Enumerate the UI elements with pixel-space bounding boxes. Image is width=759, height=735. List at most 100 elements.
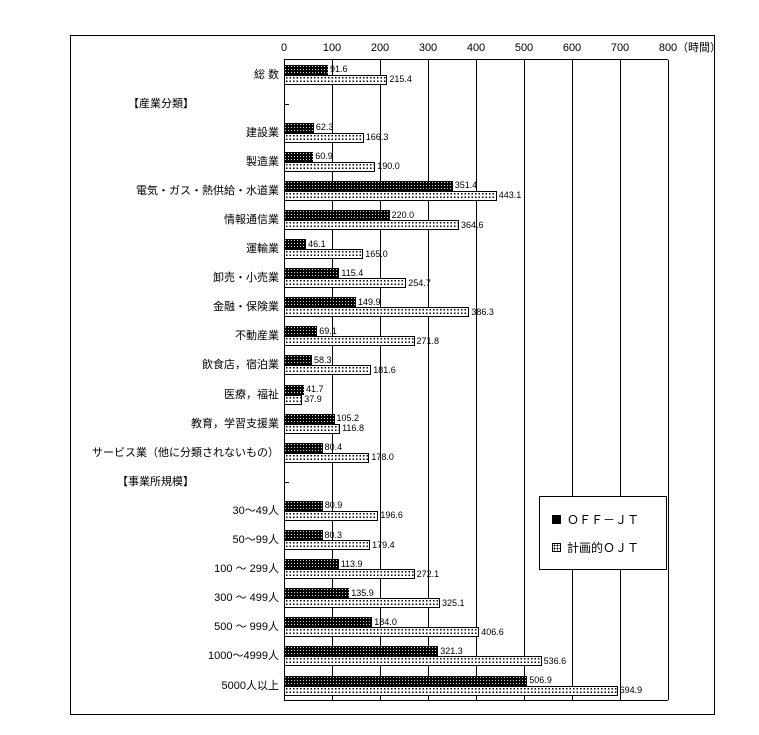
offjt-bar-line: 62.3 xyxy=(284,122,388,133)
bar-pair: 113.9 272.1 xyxy=(284,559,439,580)
value-label: 149.9 xyxy=(358,296,381,307)
value-label: 179.4 xyxy=(372,539,395,550)
category-row: 情報通信業 220.0 364.6 xyxy=(224,205,668,234)
offjt-bar-line: 91.6 xyxy=(284,64,412,75)
offjt-bar xyxy=(284,413,335,424)
offjt-bar-line: 115.4 xyxy=(284,268,431,279)
offjt-bar xyxy=(284,530,323,541)
offjt-bar xyxy=(284,646,439,657)
category-label: 1000～4999人 xyxy=(208,650,279,663)
value-label: 166.3 xyxy=(365,132,389,143)
value-label: 135.9 xyxy=(351,587,374,598)
category-label: 建設業 xyxy=(246,126,279,139)
legend: ＯＦＦ－ＪＴ 計画的ＯＪＴ xyxy=(539,496,667,570)
category-label: 製造業 xyxy=(246,155,279,168)
x-tick-label: 400 xyxy=(466,42,486,54)
x-tick-label: 200 xyxy=(370,42,390,54)
category-label: 不動産業 xyxy=(235,330,279,343)
x-tick-label: 800 xyxy=(658,42,678,54)
bar-pair: 115.4 254.7 xyxy=(284,268,431,289)
bar-pair: 62.3 166.3 xyxy=(284,122,389,143)
offjt-bar xyxy=(284,64,328,75)
offjt-bar xyxy=(284,180,453,191)
value-label: 215.4 xyxy=(389,74,412,85)
offjt-bar xyxy=(284,151,314,162)
value-label: 364.6 xyxy=(461,219,484,230)
offjt-bar-line: 220.0 xyxy=(284,210,484,221)
bar-pair: 80.3 179.4 xyxy=(284,530,395,551)
gridline xyxy=(380,60,381,700)
ojt-bar-line: 254.7 xyxy=(284,277,431,289)
zero-bar-dash xyxy=(285,481,289,483)
ojt-bar-line: 166.3 xyxy=(284,132,389,143)
gridline xyxy=(284,60,285,700)
gridline xyxy=(332,60,333,700)
ojt-bar xyxy=(284,656,542,667)
category-row: 1000～4999人 321.3 536.6 xyxy=(208,642,668,671)
offjt-bar-line: 58.3 xyxy=(284,355,396,366)
category-row: 卸売・小売業 115.4 254.7 xyxy=(213,264,668,293)
offjt-bar xyxy=(284,210,390,221)
x-tick-label: 300 xyxy=(418,42,438,54)
ojt-bar xyxy=(284,452,370,463)
offjt-bar xyxy=(284,442,323,453)
ojt-bar xyxy=(284,278,407,289)
value-label: 506.9 xyxy=(529,675,552,686)
value-label: 184.0 xyxy=(374,616,397,627)
value-label: 254.7 xyxy=(408,277,431,288)
ojt-bar xyxy=(284,161,376,172)
value-label: 80.4 xyxy=(324,442,343,453)
category-label: 電気・ガス・熱供給・水道業 xyxy=(136,184,279,197)
bar-pair: 506.9 694.9 xyxy=(284,675,642,696)
bar-pair: 105.2 116.8 xyxy=(284,413,364,434)
category-label: 金融・保険業 xyxy=(213,301,279,314)
category-row: 100 ～ 299人 113.9 272.1 xyxy=(214,555,668,584)
category-row: 30～49人 80.9 196.6 xyxy=(233,496,668,525)
offjt-bar xyxy=(284,326,318,337)
category-row: 製造業 60.9 190.0 xyxy=(246,147,668,176)
value-label: 321.3 xyxy=(440,645,463,656)
offjt-bar-line: 60.9 xyxy=(284,151,400,162)
ojt-bar-line: 406.6 xyxy=(284,627,504,638)
category-label: 総 数 xyxy=(253,68,279,81)
category-label: 飲食店，宿泊業 xyxy=(202,359,279,372)
ojt-bar xyxy=(284,132,364,143)
chart-frame: （時間） 0 100 200 300 400 500 600 700 800 総 数 91.6 21… xyxy=(70,35,721,715)
bar-rows: 総 数 91.6 215.4 【産業分類】建設業 62.3 166.3 製造業 60.9 190… xyxy=(92,60,668,700)
category-label: 50～99人 xyxy=(232,534,279,547)
value-label: 62.3 xyxy=(315,122,334,133)
ojt-bar-line: 190.0 xyxy=(284,161,400,172)
ojt-bar-line: 694.9 xyxy=(284,685,642,696)
offjt-bar-line: 184.0 xyxy=(284,616,504,628)
bar-pair: 41.7 37.9 xyxy=(284,384,324,405)
category-label: 【産業分類】 xyxy=(128,97,194,110)
ojt-bar-line: 178.0 xyxy=(284,452,394,463)
legend-item-ojt: 計画的ＯＪＴ xyxy=(552,539,654,556)
ojt-bar xyxy=(284,307,470,318)
offjt-bar xyxy=(284,355,312,366)
category-label: 300 ～ 499人 xyxy=(214,592,279,605)
value-label: 196.6 xyxy=(380,510,403,521)
category-row: 建設業 62.3 166.3 xyxy=(246,118,668,147)
value-label: 37.9 xyxy=(304,394,322,405)
ojt-swatch-icon xyxy=(552,542,561,552)
category-row: 500 ～ 999人 184.0 406.6 xyxy=(214,613,668,642)
value-label: 536.6 xyxy=(543,655,567,666)
ojt-bar xyxy=(284,365,372,376)
category-row: 総 数 91.6 215.4 xyxy=(254,60,668,89)
offjt-bar-line: 135.9 xyxy=(284,587,465,599)
category-label: 教育，学習支援業 xyxy=(191,417,279,430)
category-label: 卸売・小売業 xyxy=(213,272,279,285)
gridline xyxy=(476,60,477,700)
ojt-bar xyxy=(284,510,379,521)
ojt-bar-line: 271.8 xyxy=(284,336,439,347)
category-row: 教育，学習支援業 105.2 116.8 xyxy=(191,409,668,438)
offjt-bar xyxy=(284,675,528,686)
ojt-bar xyxy=(284,394,303,405)
category-row: 5000人以上 506.9 694.9 xyxy=(222,671,668,700)
bar-pair: 60.9 190.0 xyxy=(284,151,400,172)
ojt-bar xyxy=(284,74,388,85)
bar-pair: 149.9 386.3 xyxy=(284,296,494,318)
ojt-bar-line: 37.9 xyxy=(284,394,324,405)
bar-pair: 58.3 181.6 xyxy=(284,355,396,376)
